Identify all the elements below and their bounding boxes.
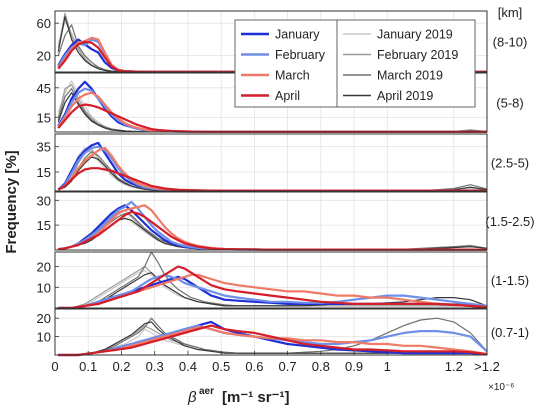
height-range-label: (8-10) <box>493 35 528 50</box>
x-tick-label: 0 <box>51 359 58 374</box>
y-tick-label: 45 <box>37 81 51 96</box>
x-tick-label: 1 <box>384 359 391 374</box>
y-tick-label: 20 <box>37 49 51 64</box>
x-axis-label-units: [m⁻¹ sr⁻¹] <box>222 389 290 406</box>
legend-entry: January 2019 <box>377 28 453 42</box>
y-tick-label: 60 <box>37 16 51 31</box>
legend: January February March April January 2019 Feb… <box>234 19 476 108</box>
x-tick-label: 1.2 <box>445 359 463 374</box>
y-tick-label: 10 <box>37 280 51 295</box>
x-tick-label: 0.1 <box>79 359 97 374</box>
x-axis: 0 0.1 0.2 0.3 0.4 0.5 0.6 0.7 0.8 0.9 1 1.2 >1.2 <box>51 351 500 374</box>
x-axis-label-symbol: β <box>187 389 197 406</box>
panel-frame <box>54 251 488 309</box>
y-tick-label: 20 <box>37 260 51 275</box>
legend-entry: January <box>275 28 320 42</box>
x-axis-label-superscript: aer <box>199 386 214 397</box>
legend-entry: February 2019 <box>377 48 458 62</box>
y-tick-label: 15 <box>37 110 51 125</box>
y-tick-label: 15 <box>37 165 51 180</box>
x-tick-label: 0.8 <box>312 359 330 374</box>
panel-5: 10 20 (1-1.5) <box>37 251 529 310</box>
y-tick-label: 30 <box>37 193 51 208</box>
y-tick-label: 15 <box>37 218 51 233</box>
series-line <box>58 265 488 310</box>
x-axis-label: β aer [m⁻¹ sr⁻¹] <box>187 381 290 406</box>
panel-6: 10 20 (0.7-1) <box>37 308 529 357</box>
legend-entry: February <box>275 48 326 62</box>
height-range-label: (1.5-2.5) <box>485 214 534 229</box>
height-range-label: (2.5-5) <box>491 156 529 171</box>
panel-frame <box>54 191 488 251</box>
x-tick-label: 0.5 <box>212 359 230 374</box>
x-tick-label: 0.4 <box>179 359 197 374</box>
panel-3: 15 35 (2.5-5) <box>37 133 529 192</box>
height-range-label: (1-1.5) <box>491 273 529 288</box>
x-tick-label: 0.7 <box>279 359 297 374</box>
panel-background <box>55 192 487 250</box>
x-tick-label: 0.3 <box>146 359 164 374</box>
x-tick-label: >1.2 <box>474 359 500 374</box>
panel-frame <box>54 308 488 356</box>
x-tick-label: 0.2 <box>112 359 130 374</box>
legend-entry: March 2019 <box>377 69 443 83</box>
height-range-label: (0.7-1) <box>491 325 529 340</box>
panels: 20 60 (8-10) 15 45 (5-8) 15 35 (2.5-5) 15 30 (1.5-2… <box>37 10 535 357</box>
panel-frame <box>54 133 488 192</box>
legend-entry: March <box>275 69 310 83</box>
x-multiplier: ×10⁻⁶ <box>488 382 514 393</box>
series-line <box>58 324 488 357</box>
y-axis-label: Frequency [%] <box>3 150 20 253</box>
y-tick-label: 20 <box>37 311 51 326</box>
y-tick-label: 10 <box>37 330 51 345</box>
legend-entry: April <box>275 89 300 103</box>
x-tick-label: 0.6 <box>245 359 263 374</box>
height-unit-label: [km] <box>498 5 523 20</box>
x-tick-label: 0.9 <box>345 359 363 374</box>
y-tick-label: 35 <box>37 140 51 155</box>
panel-4: 15 30 (1.5-2.5) <box>37 191 535 251</box>
height-range-label: (5-8) <box>496 96 523 111</box>
legend-entry: April 2019 <box>377 89 433 103</box>
series-line <box>58 321 488 356</box>
